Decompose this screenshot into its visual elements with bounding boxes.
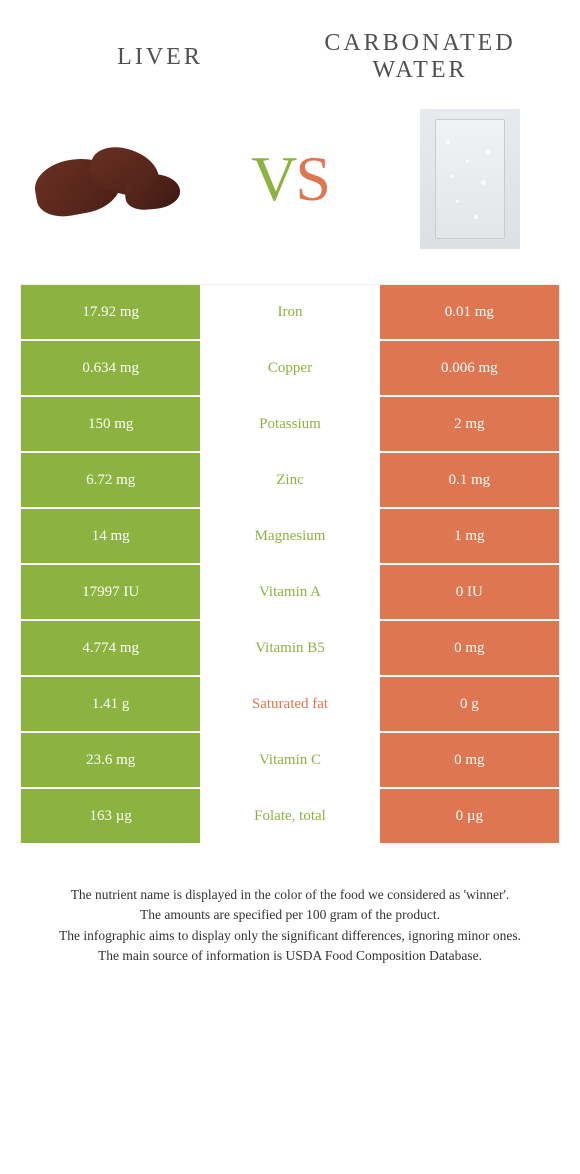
vs-label: VS (251, 142, 329, 216)
nutrient-label-cell: Iron (200, 285, 379, 341)
nutrient-label-cell: Vitamin A (200, 565, 379, 621)
table-row: 17.92 mgIron0.01 mg (21, 285, 559, 341)
water-image (380, 104, 560, 254)
footer-line-4: The main source of information is USDA F… (40, 946, 540, 966)
table-row: 163 µgFolate, total0 µg (21, 789, 559, 845)
nutrient-label-cell: Vitamin B5 (200, 621, 379, 677)
left-food-title: LIVER (30, 30, 290, 84)
footer-notes: The nutrient name is displayed in the co… (0, 845, 580, 986)
table-row: 14 mgMagnesium1 mg (21, 509, 559, 565)
right-value-cell: 0 mg (380, 621, 559, 677)
nutrient-label-cell: Potassium (200, 397, 379, 453)
right-value-cell: 0 g (380, 677, 559, 733)
left-value-cell: 0.634 mg (21, 341, 200, 397)
left-value-cell: 163 µg (21, 789, 200, 845)
left-value-cell: 17997 IU (21, 565, 200, 621)
left-value-cell: 14 mg (21, 509, 200, 565)
left-value-cell: 6.72 mg (21, 453, 200, 509)
nutrient-label-cell: Zinc (200, 453, 379, 509)
left-value-cell: 23.6 mg (21, 733, 200, 789)
right-food-title: CARBONATED WATER (290, 30, 550, 84)
right-value-cell: 0 mg (380, 733, 559, 789)
table-row: 6.72 mgZinc0.1 mg (21, 453, 559, 509)
table-row: 23.6 mgVitamin C0 mg (21, 733, 559, 789)
table-row: 1.41 gSaturated fat0 g (21, 677, 559, 733)
nutrient-label-cell: Folate, total (200, 789, 379, 845)
table-row: 17997 IUVitamin A0 IU (21, 565, 559, 621)
table-row: 0.634 mgCopper0.006 mg (21, 341, 559, 397)
left-value-cell: 150 mg (21, 397, 200, 453)
right-value-cell: 1 mg (380, 509, 559, 565)
header-row: LIVER CARBONATED WATER (0, 0, 580, 94)
right-title-line1: CARBONATED (290, 30, 550, 57)
right-value-cell: 0.1 mg (380, 453, 559, 509)
vs-v: V (251, 143, 295, 214)
left-value-cell: 1.41 g (21, 677, 200, 733)
footer-line-2: The amounts are specified per 100 gram o… (40, 905, 540, 925)
table-row: 4.774 mgVitamin B50 mg (21, 621, 559, 677)
nutrient-label-cell: Magnesium (200, 509, 379, 565)
liver-image (20, 104, 200, 254)
nutrient-label-cell: Saturated fat (200, 677, 379, 733)
right-value-cell: 0.006 mg (380, 341, 559, 397)
left-value-cell: 4.774 mg (21, 621, 200, 677)
footer-line-1: The nutrient name is displayed in the co… (40, 885, 540, 905)
vs-s: S (295, 143, 329, 214)
right-value-cell: 2 mg (380, 397, 559, 453)
footer-line-3: The infographic aims to display only the… (40, 926, 540, 946)
nutrient-label-cell: Copper (200, 341, 379, 397)
right-value-cell: 0.01 mg (380, 285, 559, 341)
image-row: VS (0, 94, 580, 284)
right-value-cell: 0 µg (380, 789, 559, 845)
right-value-cell: 0 IU (380, 565, 559, 621)
nutrient-label-cell: Vitamin C (200, 733, 379, 789)
right-title-line2: WATER (290, 57, 550, 84)
table-row: 150 mgPotassium2 mg (21, 397, 559, 453)
nutrient-table: 17.92 mgIron0.01 mg0.634 mgCopper0.006 m… (20, 284, 560, 845)
left-value-cell: 17.92 mg (21, 285, 200, 341)
left-title-text: LIVER (30, 44, 290, 71)
